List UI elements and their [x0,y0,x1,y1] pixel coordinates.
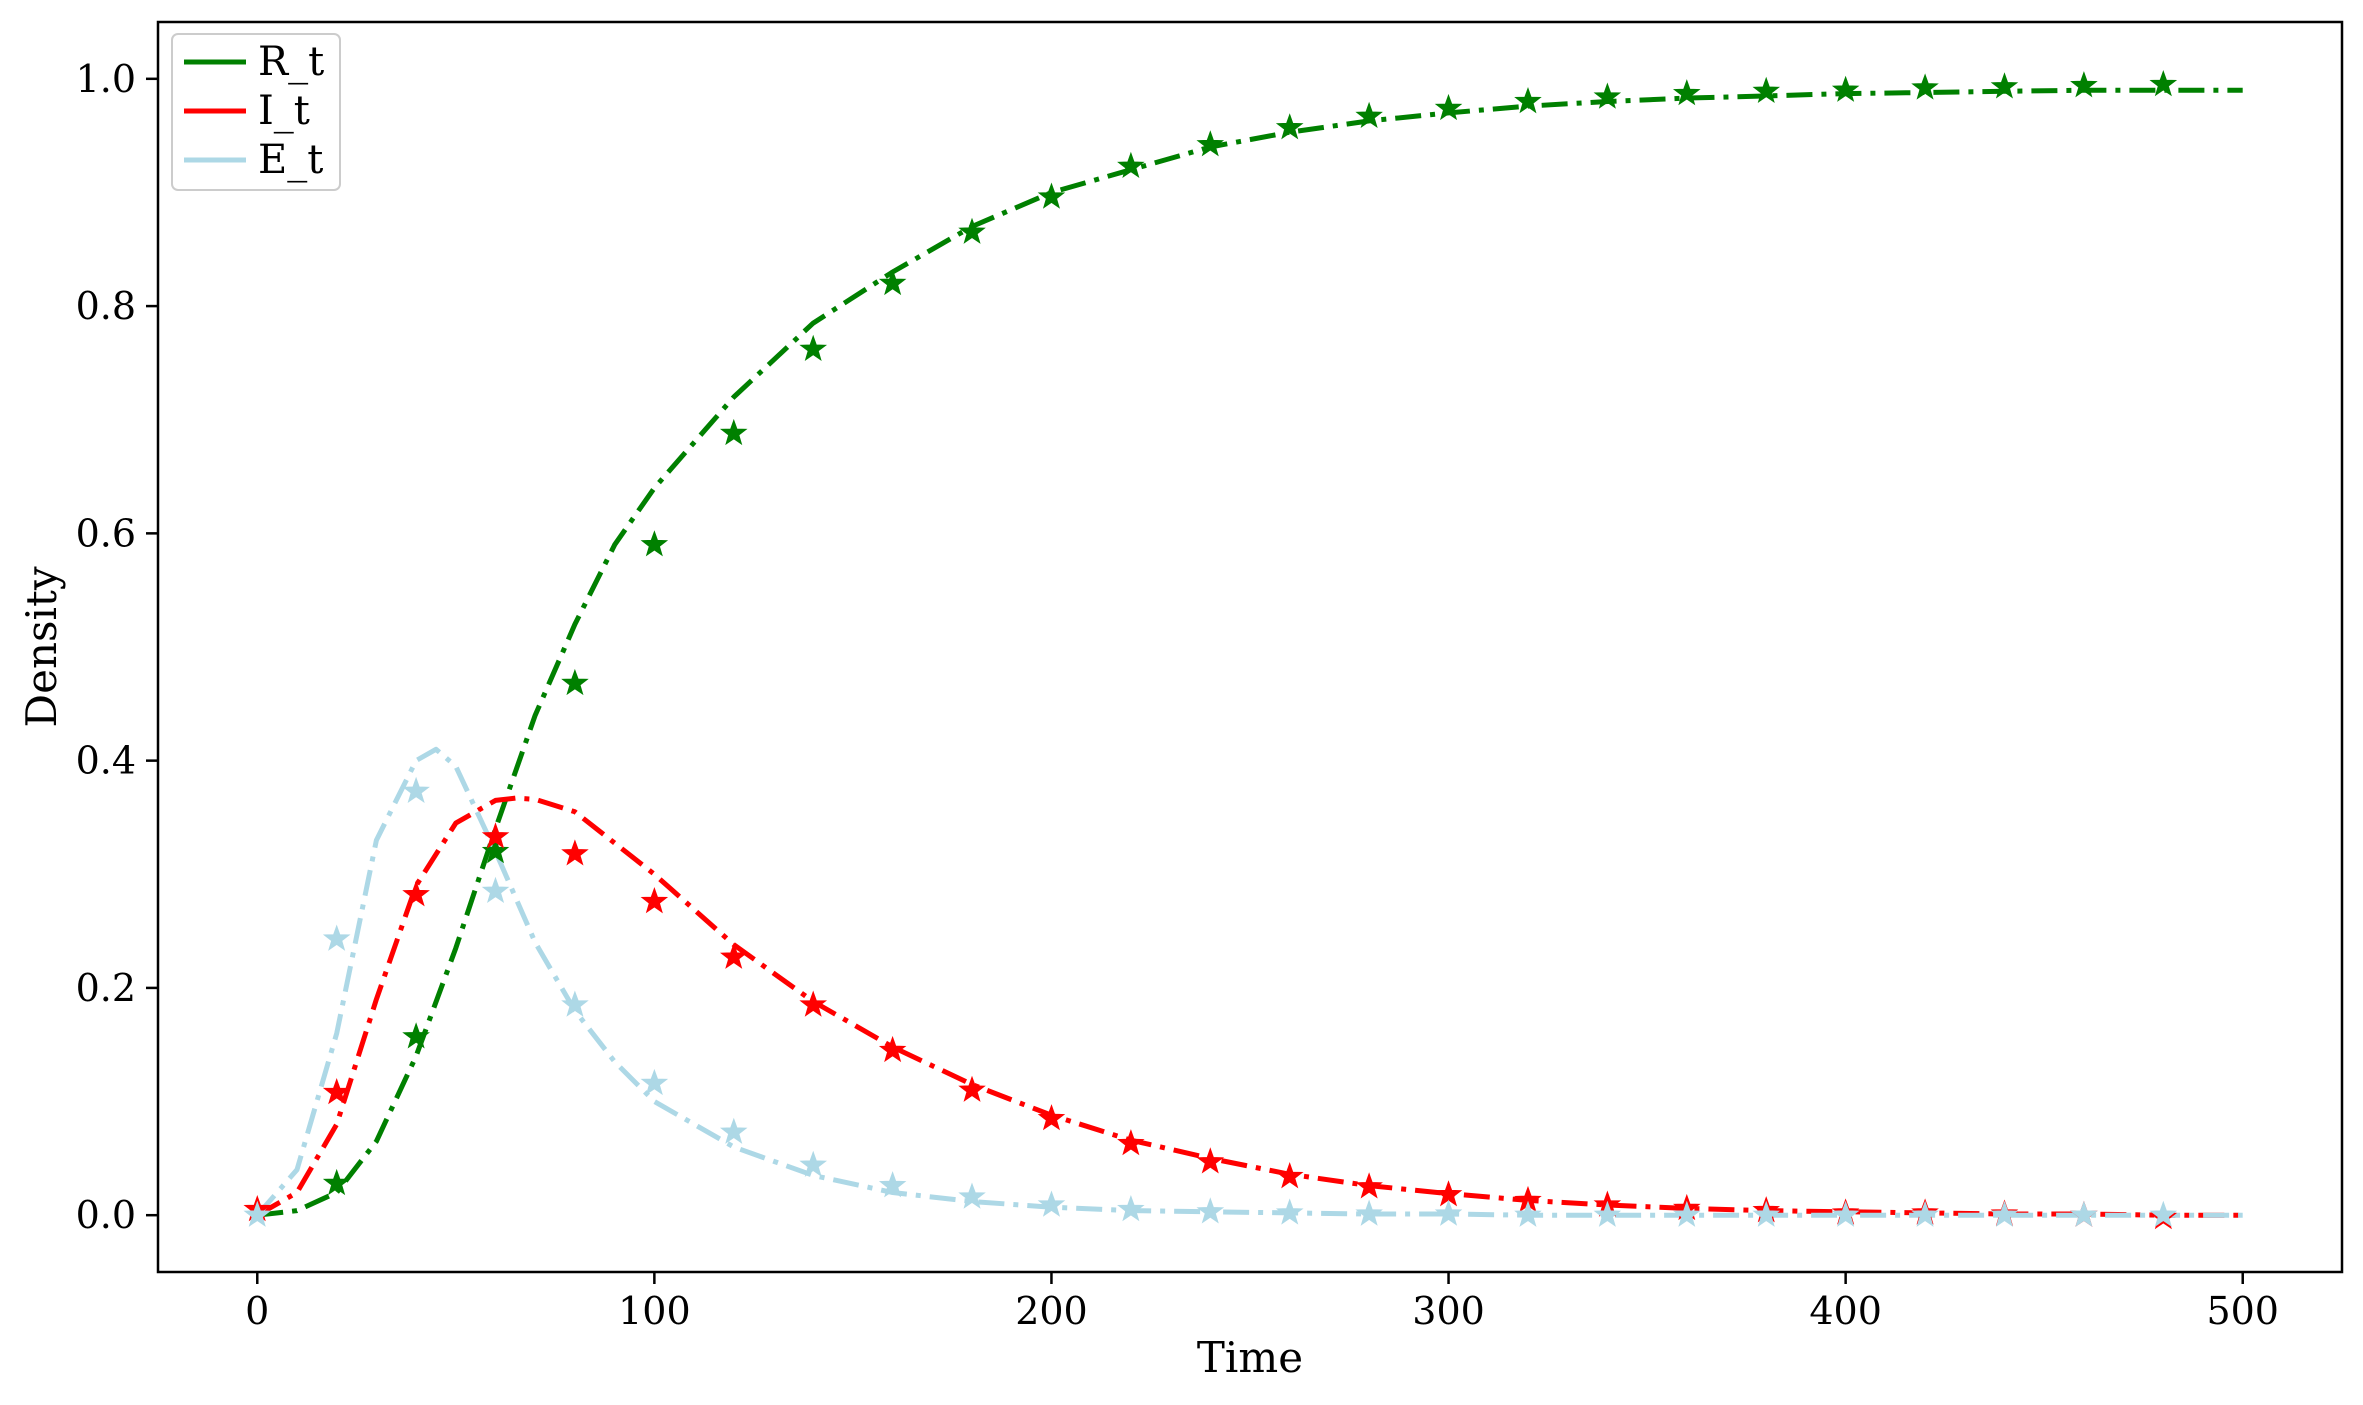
y-tick-label: 0.8 [76,284,136,328]
x-tick-label: 300 [1412,1289,1485,1333]
x-axis-ticks: 0 100 200 300 400 500 [245,1272,2279,1333]
data-point-e-t [799,1150,828,1177]
data-point-i-t [1117,1129,1145,1156]
y-tick-label: 0.6 [76,511,136,555]
data-point-e-t [1752,1200,1781,1227]
data-point-i-t [720,942,748,969]
data-point-e-t [640,1068,669,1096]
data-point-r-t [799,334,828,362]
data-point-i-t [1355,1172,1383,1199]
x-tick-label: 400 [1809,1289,1882,1333]
data-point-e-t [1990,1200,2019,1227]
data-point-r-t [1514,87,1542,114]
y-tick-label: 0.2 [76,966,136,1010]
data-point-r-t [1672,79,1701,106]
x-tick-label: 0 [245,1289,269,1333]
data-point-e-t [481,876,510,904]
data-point-r-t [1275,113,1304,140]
marker-layer [243,70,2178,1230]
data-point-e-t [243,1200,272,1227]
data-point-r-t [1355,101,1383,129]
x-tick-label: 100 [618,1289,691,1333]
data-point-e-t [2070,1200,2098,1227]
data-point-e-t [720,1117,748,1144]
y-tick-label: 0.0 [76,1193,136,1237]
legend: R_t I_t E_t [171,33,341,191]
plot-frame [156,20,2344,1274]
data-point-r-t [1990,72,2019,99]
x-axis-label: Time [1197,1333,1303,1382]
data-point-r-t [402,1022,430,1049]
data-point-i-t [1196,1147,1225,1174]
data-point-r-t [1752,76,1780,104]
y-axis-label: Density [17,566,66,727]
data-point-r-t [2070,71,2098,98]
data-point-r-t [1434,93,1463,121]
data-point-r-t [1037,182,1066,209]
data-point-e-t [958,1182,986,1209]
y-tick-label: 1.0 [76,57,136,101]
data-point-e-t [1117,1195,1145,1222]
data-point-e-t [561,990,589,1017]
data-point-e-t [1196,1197,1225,1224]
data-point-e-t [1275,1198,1304,1225]
data-point-e-t [1514,1200,1542,1227]
legend-label-i-t: I_t [258,88,310,134]
data-point-e-t [1911,1200,1939,1227]
x-tick-label: 500 [2206,1289,2279,1333]
data-point-i-t [561,839,589,866]
data-point-r-t [561,668,589,696]
y-tick-label: 0.4 [76,739,136,783]
data-point-r-t [1117,151,1145,179]
legend-label-r-t: R_t [258,39,324,85]
data-point-e-t [1593,1200,1622,1227]
data-point-e-t [1672,1200,1701,1227]
data-point-r-t [1196,130,1225,157]
data-point-r-t [719,418,748,446]
data-point-r-t [1911,73,1939,100]
data-point-i-t [878,1035,907,1063]
data-point-e-t [1831,1200,1860,1227]
data-point-i-t [958,1075,986,1102]
data-point-i-t [402,880,430,907]
data-point-i-t [1037,1104,1066,1131]
data-point-e-t [1037,1190,1066,1217]
data-point-e-t [322,924,351,951]
data-point-i-t [799,990,828,1017]
data-point-i-t [640,887,669,914]
y-axis-ticks: 0.0 0.2 0.4 0.6 0.8 1.0 [76,57,158,1237]
data-point-i-t [1275,1161,1304,1189]
data-point-e-t [878,1171,907,1198]
data-point-i-t [322,1078,351,1105]
data-point-r-t [878,268,907,296]
data-point-e-t [402,776,430,804]
data-point-r-t [958,217,986,244]
series-line-e-t [255,746,2243,1218]
legend-frame [171,33,341,191]
x-tick-label: 200 [1015,1289,1088,1333]
data-point-r-t [481,836,510,864]
data-point-i-t [481,822,510,849]
data-point-e-t [2149,1200,2178,1227]
data-point-r-t [1831,75,1860,102]
data-point-r-t [2149,70,2178,97]
data-point-e-t [1355,1199,1383,1226]
data-point-r-t [640,530,669,557]
data-point-r-t [1593,82,1622,109]
data-point-e-t [1434,1199,1463,1226]
data-point-r-t [322,1168,351,1196]
legend-label-e-t: E_t [258,137,323,183]
